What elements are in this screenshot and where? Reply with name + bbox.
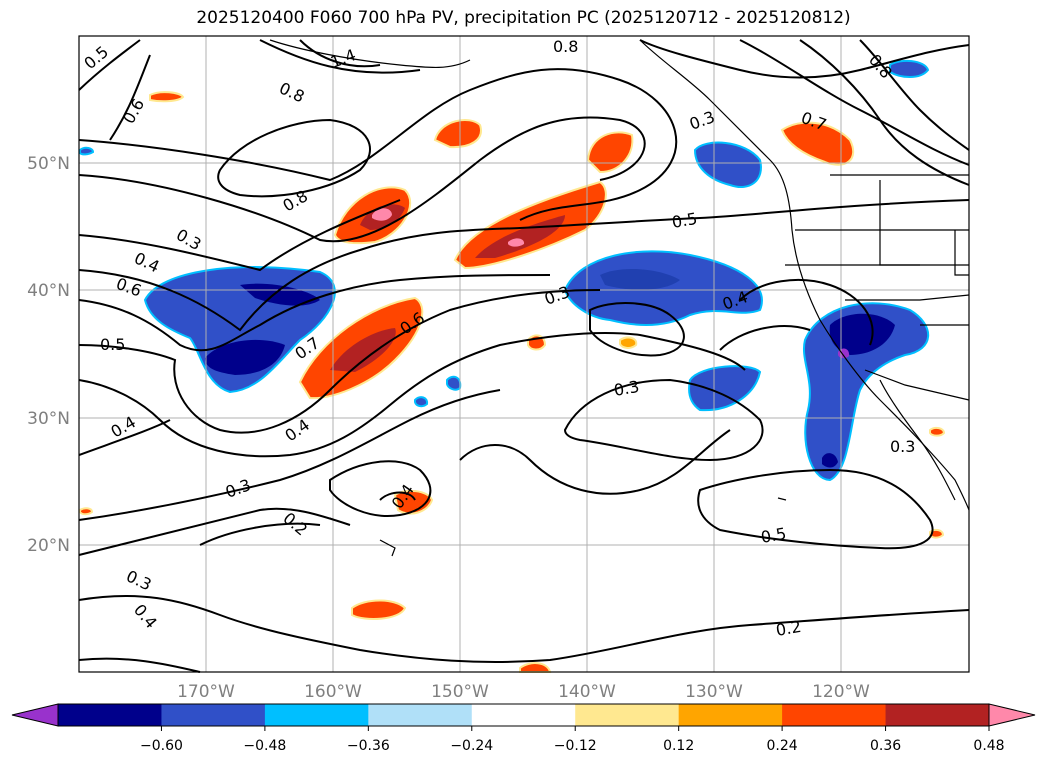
colorbar-bin <box>471 704 576 726</box>
lat-label: 20°N <box>27 536 70 556</box>
contour-label: 0.5 <box>100 335 125 354</box>
colorbar-tick-label: −0.48 <box>243 738 286 754</box>
lon-label: 170°W <box>177 682 235 702</box>
colorbar-extend-low <box>11 703 59 727</box>
colorbar-bin <box>58 704 162 726</box>
lat-label: 40°N <box>27 281 70 301</box>
map-frame <box>78 35 970 673</box>
colorbar-tick-label: 0.36 <box>870 738 901 754</box>
colorbar-bin <box>368 704 473 726</box>
contour-label: 0.3 <box>612 377 640 400</box>
colorbar: −0.60 −0.48 −0.36 −0.24 −0.12 0.12 0.24 0.36 0.4… <box>11 703 1036 754</box>
contour-label: 0.2 <box>774 617 802 640</box>
colorbar-bin <box>782 704 887 726</box>
colorbar-tick-label: −0.36 <box>347 738 390 754</box>
colorbar-tick-label: −0.24 <box>450 738 493 754</box>
negative-precip-cores <box>205 268 895 468</box>
lat-axis: 50°N 40°N 30°N 20°N <box>27 154 70 556</box>
colorbar-bin <box>885 704 990 726</box>
colorbar-bin <box>161 704 266 726</box>
lon-axis: 170°W 160°W 150°W 140°W 130°W 120°W <box>177 682 870 702</box>
lon-label: 140°W <box>558 682 616 702</box>
contour-label: 0.5 <box>670 209 698 232</box>
colorbar-extend-high <box>988 703 1036 727</box>
lat-label: 30°N <box>27 409 70 429</box>
lat-label: 50°N <box>27 154 70 174</box>
colorbar-bin <box>678 704 783 726</box>
positive-precip-cores <box>330 204 565 372</box>
colorbar-bin <box>264 704 369 726</box>
colorbar-tick-label: 0.48 <box>973 738 1004 754</box>
colorbar-bin <box>575 704 680 726</box>
lon-label: 130°W <box>685 682 743 702</box>
contour-label: 0.3 <box>890 437 915 456</box>
contour-label: 0.5 <box>759 524 787 547</box>
colorbar-frame <box>57 703 990 727</box>
lon-label: 150°W <box>431 682 489 702</box>
colorbar-tick-label: 0.12 <box>663 738 694 754</box>
lon-label: 120°W <box>812 682 870 702</box>
map-title: 2025120400 F060 700 hPa PV, precipitatio… <box>196 8 851 28</box>
lon-label: 160°W <box>304 682 362 702</box>
colorbar-tick-label: 0.24 <box>767 738 798 754</box>
colorbar-tick-label: −0.60 <box>140 738 183 754</box>
pv-contours <box>78 39 970 673</box>
contour-label: 0.8 <box>553 37 578 56</box>
colorbar-tick-label: −0.12 <box>554 738 597 754</box>
